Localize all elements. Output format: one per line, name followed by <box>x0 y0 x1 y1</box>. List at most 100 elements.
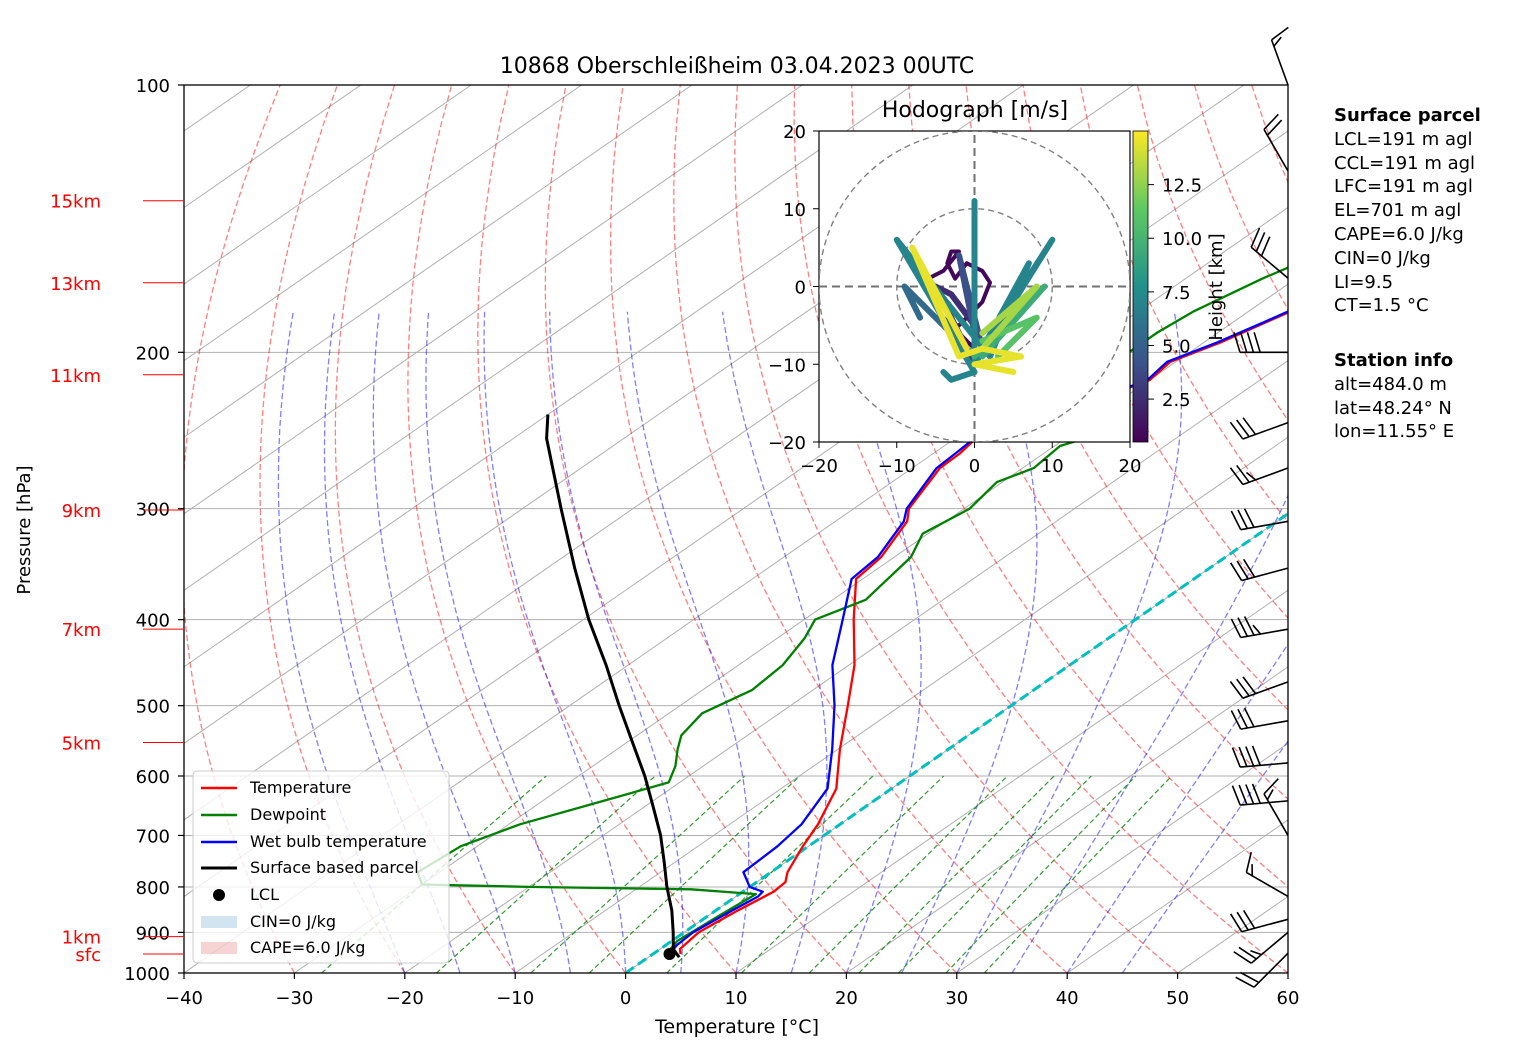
legend-swatch-cape <box>201 942 237 954</box>
x-tick-label: −40 <box>165 988 203 1009</box>
isotherm <box>404 360 1288 973</box>
hodograph-x-tick-label: 20 <box>1119 456 1142 477</box>
wind-barb <box>1230 616 1289 639</box>
hodograph: Hodograph [m/s] −20−20 −10 −10 0 0 10 10 20 20 2… <box>768 98 1227 477</box>
wind-barb-full-flag <box>1231 785 1241 806</box>
wind-barb <box>1229 417 1289 440</box>
hodograph-x-tick-label: −10 <box>878 456 916 477</box>
wind-barb-full-flag <box>1250 227 1261 248</box>
x-tick-label: 60 <box>1277 988 1300 1009</box>
isotherm <box>1066 819 1288 973</box>
hodograph-trace <box>979 283 1040 352</box>
moist-adiabat <box>721 311 828 973</box>
wind-barb-full-flag <box>1236 464 1250 483</box>
mixing-ratio-line <box>666 775 874 973</box>
wind-barb <box>1245 851 1289 898</box>
height-label: 15km <box>50 192 101 213</box>
legend-swatch-lcl <box>213 889 225 901</box>
isotherm <box>846 666 1288 973</box>
dry-adiabat <box>407 85 627 973</box>
wind-barb-full-flag <box>1229 421 1244 440</box>
y-tick-label: 700 <box>136 826 170 847</box>
parcel-info-line: EL=701 m agl <box>1334 200 1462 222</box>
dry-adiabat <box>477 85 737 973</box>
legend-label-lcl: LCL <box>250 885 279 904</box>
hodograph-colorbar <box>1132 130 1149 443</box>
legend-label-dewpoint: Dewpoint <box>250 805 326 824</box>
colorbar-tick-label: 2.5 <box>1162 390 1191 411</box>
moist-adiabat <box>323 311 461 973</box>
wind-barb-half-flag <box>1252 624 1262 635</box>
wind-barb-full-flag <box>1235 976 1255 988</box>
wind-barb-full-flag <box>1251 745 1262 766</box>
hodograph-trace <box>909 244 1025 375</box>
wind-barb-full-flag <box>1239 332 1248 353</box>
wind-barb-full-flag <box>1233 951 1252 964</box>
x-tick-label: −30 <box>275 988 313 1009</box>
colorbar-tick-label: 5.0 <box>1162 336 1191 357</box>
mixing-ratio-line <box>741 775 945 973</box>
wind-barb <box>1263 778 1289 836</box>
hodograph-trace <box>893 198 1056 383</box>
parcel-info-line: CT=1.5 °C <box>1334 295 1429 317</box>
mixing-ratio-line <box>983 775 1173 973</box>
wind-barb-full-flag <box>1245 746 1255 767</box>
height-label: 11km <box>50 366 101 387</box>
wind-barb-full-flag <box>1243 616 1255 636</box>
mixing-ratio-line <box>436 775 656 973</box>
wind-barb-full-flag <box>1236 560 1249 580</box>
wind-barbs <box>1229 26 1289 988</box>
dry-adiabat <box>609 85 958 973</box>
isotherm <box>184 85 472 285</box>
wind-barb-full-flag <box>1229 562 1243 581</box>
wind-barb-shaft <box>1240 720 1289 730</box>
isotherm <box>184 85 582 362</box>
dry-adiabat <box>1022 85 1288 619</box>
y-tick-label: 200 <box>136 343 170 364</box>
wind-barb-full-flag <box>1230 618 1242 638</box>
wind-barb-full-flag <box>1229 681 1244 699</box>
wind-barb-full-flag <box>1260 236 1271 257</box>
wind-barb <box>1229 910 1289 933</box>
colorbar-tick-label: 10.0 <box>1162 229 1202 250</box>
moist-adiabat <box>626 311 750 973</box>
y-tick-label: 100 <box>136 76 170 97</box>
x-tick-label: −20 <box>386 988 424 1009</box>
mixing-ratio-line <box>858 775 1055 973</box>
wind-barb-shaft <box>1250 931 1289 964</box>
wind-barb-shaft <box>1253 952 1289 988</box>
mixing-ratio-line <box>808 775 1008 973</box>
isotherm <box>184 85 803 515</box>
hodograph-y-tick-label: −10 <box>768 355 806 376</box>
wind-barb-full-flag <box>1236 911 1249 931</box>
wind-barb-full-flag <box>1230 710 1242 730</box>
wind-barb-full-flag <box>1240 971 1260 984</box>
y-tick-label: 500 <box>136 697 170 718</box>
wind-barb-shaft <box>1250 246 1289 279</box>
wind-barb-full-flag <box>1245 784 1255 805</box>
hodograph-y-tick-label: 20 <box>783 122 806 143</box>
wind-barb-full-flag <box>1263 113 1279 131</box>
wind-barb-half-flag <box>1245 471 1257 481</box>
moist-adiabat <box>425 311 572 973</box>
legend-label-temperature: Temperature <box>249 778 351 797</box>
legend-label-cape: CAPE=6.0 J/kg <box>250 938 365 957</box>
legend-swatch-cin <box>201 916 237 928</box>
wind-barb-full-flag <box>1230 510 1242 531</box>
dry-adiabat <box>334 85 516 973</box>
height-label: 13km <box>50 274 101 295</box>
wind-barb-shaft <box>1241 567 1289 582</box>
wind-barb-shaft <box>1240 800 1289 806</box>
lcl-marker <box>663 948 676 961</box>
chart-title: 10868 Oberschleißheim 03.04.2023 00UTC <box>500 54 975 79</box>
x-tick-label: 40 <box>1056 988 1079 1009</box>
hodograph-y-tick-label: 0 <box>795 278 806 299</box>
height-label: 7km <box>62 620 101 641</box>
wind-barb-full-flag <box>1229 467 1244 485</box>
height-label: 9km <box>62 501 101 522</box>
wind-barb-shaft <box>1270 39 1289 86</box>
wind-barb-full-flag <box>1245 851 1253 873</box>
station-info-line: lat=48.24° N <box>1334 397 1452 419</box>
hodograph-title: Hodograph [m/s] <box>882 98 1068 123</box>
